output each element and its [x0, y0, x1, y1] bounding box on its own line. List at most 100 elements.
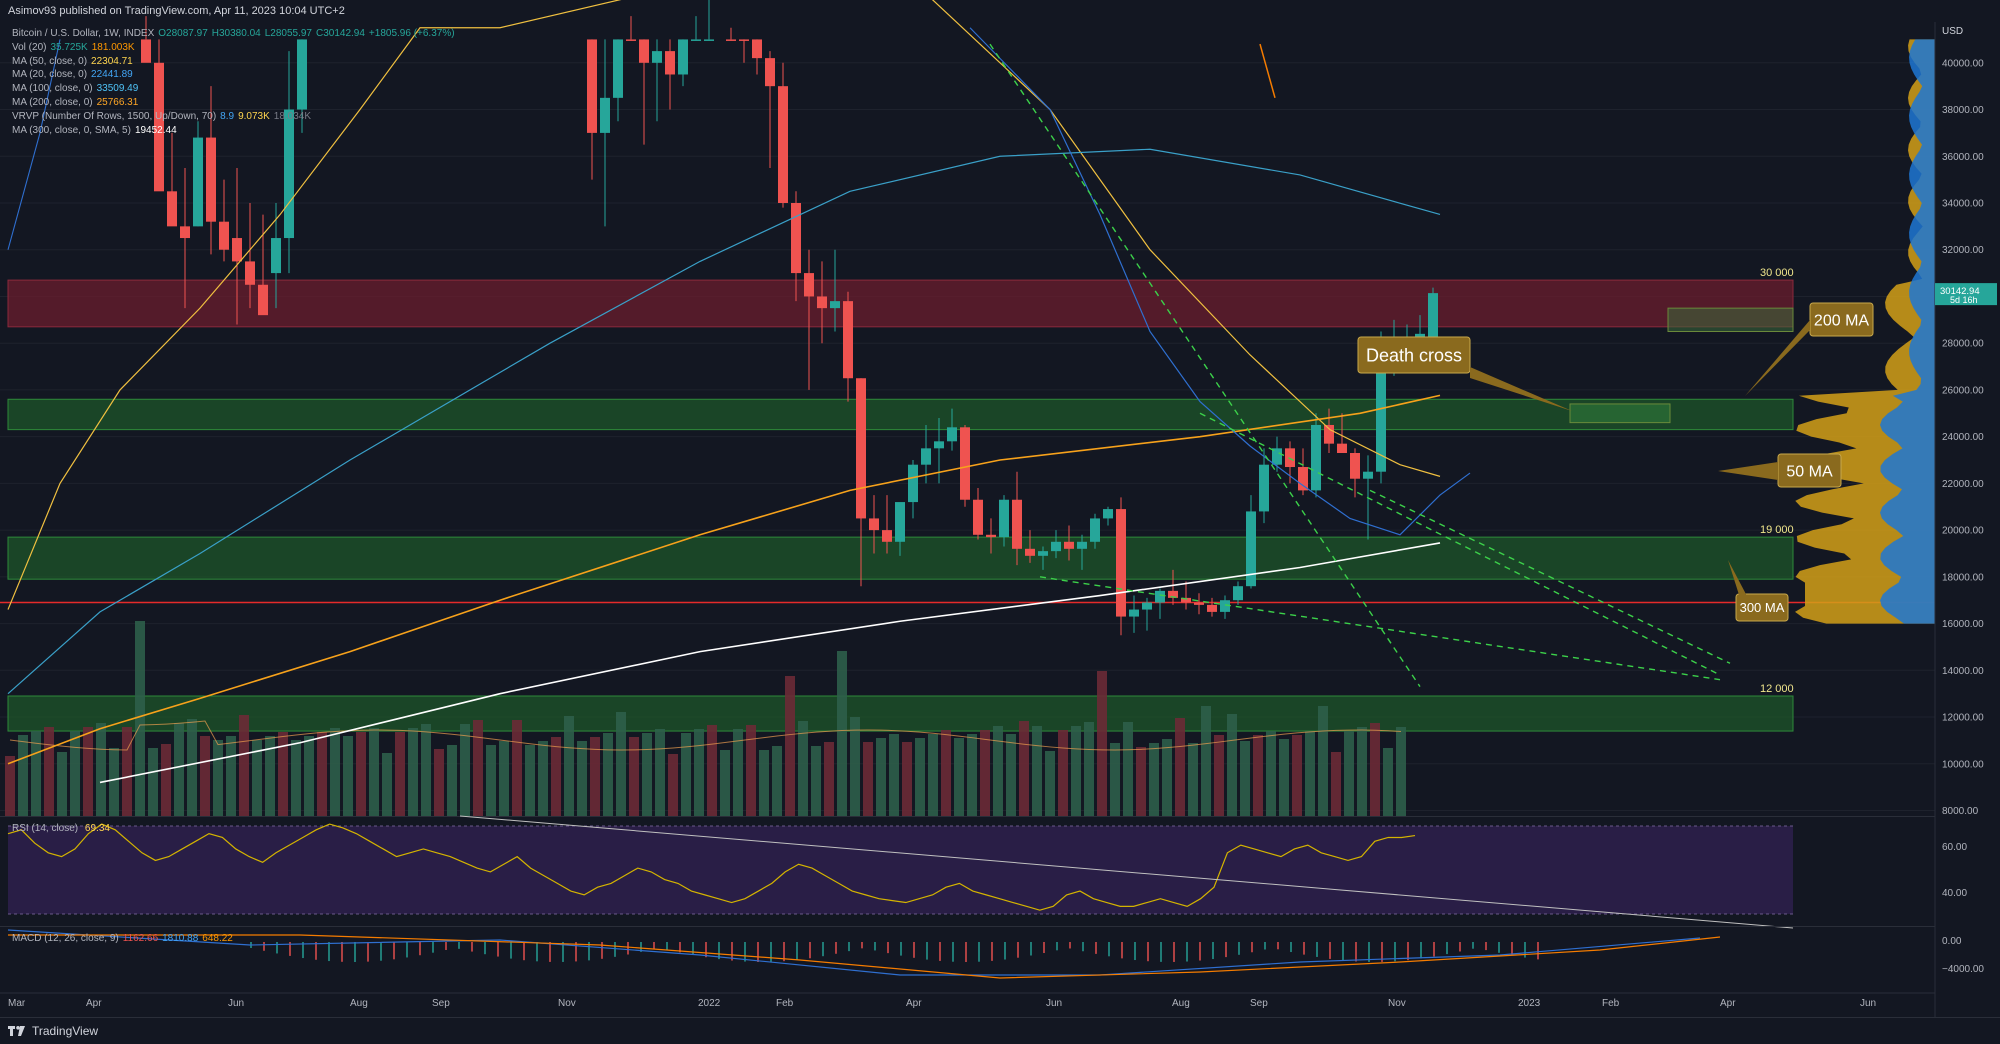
candle-down [232, 238, 242, 262]
macd-histogram-bar [419, 942, 421, 956]
macd-legend-label: MACD (12, 26, close, 9) [12, 933, 119, 944]
macd-histogram-bar [1238, 942, 1240, 955]
volume-bar [382, 753, 392, 816]
candle-down [1324, 424, 1334, 444]
volume-bar [83, 727, 93, 816]
macd-histogram-bar [1030, 942, 1032, 956]
chart-canvas[interactable]: USD 40000.00 38000.00 36000.00 34000.00 32000… [0, 0, 2000, 1017]
volume-bar [1071, 726, 1081, 816]
level-label: 12 000 [1760, 683, 1794, 695]
price-axis-tick: 34000.00 [1942, 198, 1984, 209]
volume-bar [408, 728, 418, 816]
candle-down [1194, 602, 1204, 605]
candle-down [141, 39, 151, 63]
candle-up [895, 502, 905, 542]
legend-label: Bitcoin / U.S. Dollar, 1W, INDEX [12, 28, 155, 39]
chart-grid [0, 62, 1935, 811]
macd-legend-value: 1810.88 [162, 933, 199, 944]
annotation-pointer [1745, 320, 1810, 396]
candle-up [1311, 424, 1321, 491]
candle-down [1116, 509, 1126, 617]
trendlines [989, 43, 1731, 688]
rsi-line [7, 823, 1416, 911]
volume-bar [1344, 731, 1354, 816]
volume-bar [18, 735, 28, 816]
macd-histogram-bar [809, 942, 811, 959]
candle-down [1012, 499, 1022, 549]
volume-bar [187, 719, 197, 816]
legend-value: 22304.71 [91, 55, 133, 67]
legend-value: 22441.89 [91, 69, 133, 81]
volume-bar [772, 746, 782, 816]
volume-bar [980, 730, 990, 816]
macd-histogram-bar [510, 942, 512, 959]
macd-histogram-bar [1472, 942, 1474, 949]
volume-bar [1175, 718, 1185, 816]
candle-down [587, 39, 597, 133]
volume-bar [434, 749, 444, 816]
volume-bar [512, 720, 522, 816]
legend-label: MA (20, close, 0) [12, 69, 88, 81]
volume-bar [1006, 734, 1016, 816]
price-axis-unit: USD [1942, 26, 1963, 37]
macd-line [7, 929, 1701, 976]
macd-histogram-bar [1303, 942, 1305, 955]
candle-up [193, 137, 203, 227]
volume-bar [135, 621, 145, 816]
volume-bar [226, 736, 236, 816]
macd-histogram-bar [536, 942, 538, 962]
rsi-legend-value: 69.34 [84, 823, 110, 834]
macd-histogram-bar [692, 942, 694, 955]
volume-bar [993, 726, 1003, 816]
macd-histogram-bar [601, 942, 603, 959]
time-axis-label: Sep [432, 998, 450, 1009]
macd-histogram-bar [913, 942, 915, 958]
macd-histogram-bar [484, 942, 486, 955]
volume-bar [1383, 748, 1393, 816]
candle-up [1428, 293, 1438, 342]
macd-histogram-bar [627, 942, 629, 955]
candle-up [1051, 541, 1061, 552]
macd-histogram-bar [380, 942, 382, 961]
price-axis-tick: 10000.00 [1942, 759, 1984, 770]
volume-bar [122, 727, 132, 816]
candle-down [1337, 443, 1347, 454]
time-axis-label: Mar [8, 998, 26, 1009]
volume-bar [1032, 726, 1042, 816]
annotation-box [1735, 593, 1789, 622]
candle-down [245, 261, 255, 285]
macd-histogram-bar [1147, 942, 1149, 962]
volume-bar [876, 738, 886, 816]
volume-bar [759, 750, 769, 816]
volume-bar [603, 733, 613, 816]
candle-down [154, 62, 164, 192]
macd-histogram-bar [1394, 942, 1396, 962]
volume-bar [889, 734, 899, 816]
tradingview-logo[interactable]: TradingView [8, 1024, 98, 1038]
macd-histogram-bar [1121, 942, 1123, 959]
volume-bar [1084, 722, 1094, 816]
macd-histogram-bar [744, 942, 746, 962]
moving-averages [7, 0, 1471, 784]
candle-up [1090, 518, 1100, 542]
volume-bar [460, 724, 470, 816]
volume-bar [473, 720, 483, 816]
candle-up [1415, 333, 1425, 339]
candle-down [1207, 604, 1217, 612]
macd-histogram-bar [900, 942, 902, 956]
volume-bar [850, 717, 860, 816]
price-axis-tick: 40000.00 [1942, 58, 1984, 69]
level-label: 19 000 [1760, 524, 1794, 536]
volume-bar [1214, 735, 1224, 816]
volume-bar [31, 731, 41, 816]
legend-row: MA (50, close, 0) 22304.71 [12, 55, 455, 69]
price-axis-tick: 22000.00 [1942, 479, 1984, 490]
volume-bar [1123, 722, 1133, 816]
candle-down [817, 296, 827, 309]
volume-bar [291, 740, 301, 816]
volume-bar [1279, 739, 1289, 816]
candle-down [1181, 597, 1191, 603]
volume-bar [1305, 731, 1315, 816]
macd-histogram-bar [445, 942, 447, 950]
volume-bar [161, 744, 171, 816]
